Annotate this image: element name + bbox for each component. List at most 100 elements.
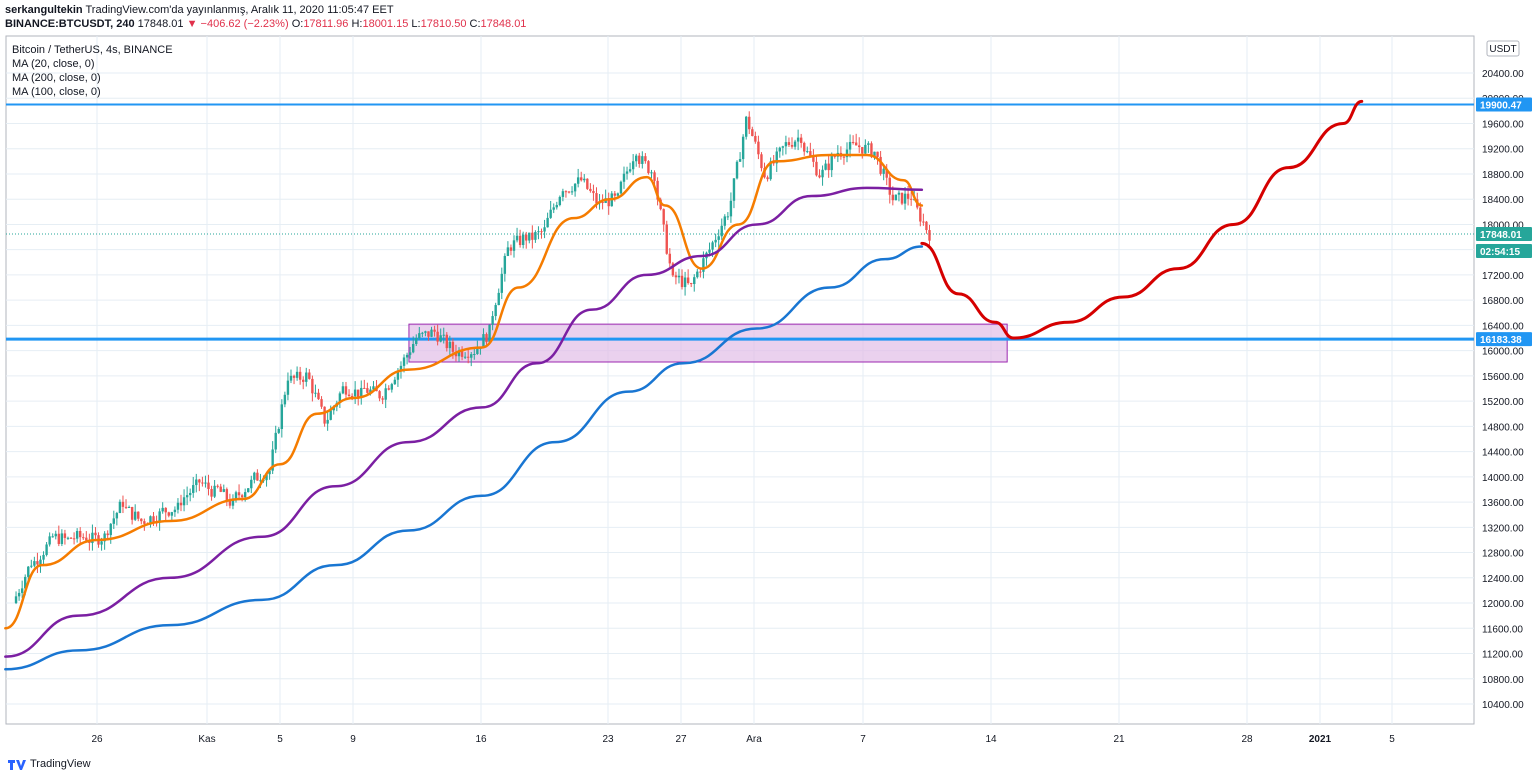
candle-body (210, 489, 213, 497)
x-tick-label: 23 (602, 734, 614, 745)
candle-body (882, 168, 885, 174)
projection-line (920, 99, 1364, 340)
candle-body (436, 331, 439, 342)
candle-body (751, 129, 754, 137)
candle-body (549, 209, 552, 218)
candle-body (616, 193, 620, 196)
candle-body (534, 232, 537, 240)
x-tick-label: 27 (675, 734, 687, 745)
y-tick-label: 20400.00 (1482, 69, 1524, 80)
candle-body (595, 193, 598, 204)
candle-body (405, 354, 409, 358)
candle-body (586, 178, 589, 189)
candle-body (699, 271, 702, 273)
y-tick-label: 15600.00 (1482, 372, 1524, 383)
candle-body (57, 533, 61, 544)
candle-body (870, 143, 873, 157)
y-tick-label: 16400.00 (1482, 321, 1524, 332)
candle-body (85, 537, 88, 541)
candle-body (204, 482, 207, 484)
candle-body (45, 544, 48, 555)
header-line-1: serkangultekin TradingView.com'da yayınl… (5, 3, 526, 17)
candle-body (573, 183, 577, 192)
candle-body (20, 588, 24, 593)
candle-body (726, 216, 730, 218)
candle-body (564, 191, 568, 193)
candle-body (195, 479, 198, 486)
legend-ma200[interactable]: MA (200, close, 0) (12, 72, 101, 84)
candle-body (109, 523, 112, 536)
candle-body (748, 116, 751, 130)
y-tick-label: 14000.00 (1482, 473, 1524, 484)
y-tick-label: 18800.00 (1482, 170, 1524, 181)
y-tick-label: 19200.00 (1482, 145, 1524, 156)
price-label-resistance: 19900.47 (1480, 101, 1522, 112)
candle-body (408, 352, 412, 355)
candle-body (668, 253, 672, 264)
y-tick-label: 14400.00 (1482, 448, 1524, 459)
candle-body (625, 171, 629, 174)
candle-body (592, 190, 595, 194)
y-tick-label: 12000.00 (1482, 599, 1524, 610)
candle-body (711, 242, 714, 250)
candle-body (576, 177, 580, 184)
y-tick-label: 17200.00 (1482, 271, 1524, 282)
legend-ma20[interactable]: MA (20, close, 0) (12, 58, 95, 70)
candle-body (833, 155, 836, 157)
candle-body (451, 341, 455, 352)
candle-body (488, 324, 491, 343)
candle-body (42, 554, 45, 560)
candle-body (243, 492, 247, 498)
candle-body (809, 151, 812, 157)
price-label-support-box (1476, 332, 1532, 347)
candle-body (237, 492, 241, 496)
candle-body (778, 147, 781, 152)
x-tick-label: 28 (1241, 734, 1253, 745)
y-tick-label: 13200.00 (1482, 523, 1524, 534)
high-label: H: (351, 18, 363, 30)
candle-body (580, 177, 583, 181)
candle-body (729, 200, 733, 217)
candle-body (628, 169, 632, 172)
candle-body (317, 392, 320, 400)
legend-title[interactable]: Bitcoin / TetherUS, 4s, BINANCE (12, 44, 173, 56)
candle-body (179, 502, 183, 506)
candle-body (854, 142, 858, 146)
candle-body (482, 334, 485, 349)
candle-body (36, 561, 39, 565)
candle-body (277, 429, 280, 433)
legend-ma100[interactable]: MA (100, close, 0) (12, 86, 101, 98)
candle-body (213, 485, 216, 497)
candle-body (402, 357, 406, 366)
candle-body (72, 538, 76, 540)
header-line-2: BINANCE:BTCUSDT, 240 17848.01 ▼ −406.62 … (5, 17, 526, 31)
candle-body (540, 231, 543, 233)
close-label: C: (469, 18, 481, 30)
candle-body (378, 391, 381, 399)
low-value: 17810.50 (420, 18, 467, 30)
candle-body (158, 511, 161, 523)
y-tick-label: 14800.00 (1482, 422, 1524, 433)
candle-body (873, 151, 876, 157)
candle-body (735, 161, 739, 179)
candle-body (518, 235, 522, 246)
candle-body (851, 141, 855, 143)
y-tick-label: 10400.00 (1482, 700, 1524, 711)
candle-body (903, 193, 907, 204)
candle-body (305, 372, 308, 382)
candle-body (781, 146, 785, 148)
candle-body (182, 497, 186, 506)
price-label-last-box (1476, 227, 1532, 242)
candle-body (689, 283, 693, 285)
candle-body (271, 449, 274, 471)
candle-body (411, 344, 415, 353)
candle-body (289, 375, 293, 381)
candle-body (314, 392, 317, 394)
candle-body (192, 485, 195, 493)
candle-body (858, 145, 861, 148)
brand-name[interactable]: TradingView (30, 758, 91, 770)
price-label-resistance-box (1476, 97, 1532, 112)
candle-body (653, 172, 656, 181)
candle-body (295, 371, 299, 378)
